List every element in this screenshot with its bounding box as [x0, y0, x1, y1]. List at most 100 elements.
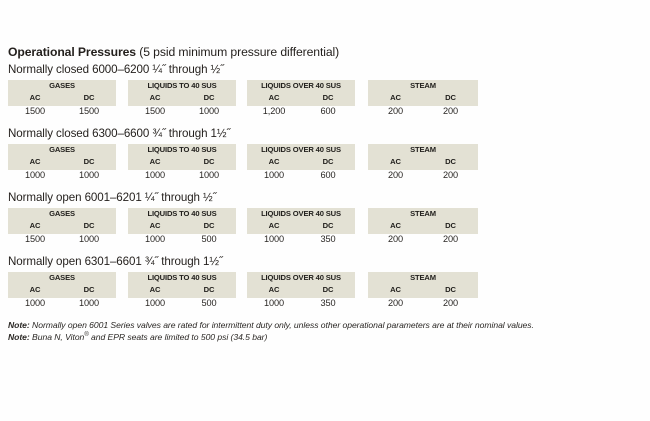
registered-trademark-symbol: ® — [84, 332, 89, 339]
value-group-liquids-over-40-sus: 1000 350 — [247, 298, 355, 313]
value-ac: 1000 — [24, 298, 46, 308]
value-group-liquids-to-40-sus: 1000 500 — [128, 298, 236, 313]
header-block-steam: STEAM AC DC — [368, 80, 478, 106]
section-heading: Normally closed 6000–6200 ¼˝ through ½˝ — [8, 63, 224, 76]
header-block-liquids-to-40-sus: LIQUIDS TO 40 SUS AC DC — [128, 144, 236, 170]
value-row: 1000 1000 1000 500 1000 350 200 200 — [8, 298, 642, 313]
page-title-main: Operational Pressures — [8, 45, 136, 59]
column-header-blocks: GASES AC DC LIQUIDS TO 40 SUS AC DC LIQU… — [8, 272, 642, 298]
header-dc-label: DC — [83, 221, 95, 230]
value-dc: 1500 — [78, 106, 100, 116]
header-block-gases: GASES AC DC — [8, 144, 116, 170]
header-block-title: LIQUIDS TO 40 SUS — [147, 273, 217, 282]
header-block-title: GASES — [49, 209, 75, 218]
value-dc: 500 — [201, 234, 217, 244]
value-ac: 200 — [387, 170, 404, 180]
value-ac: 1000 — [144, 170, 166, 180]
header-dc-label: DC — [322, 221, 334, 230]
header-dc-label: DC — [203, 285, 215, 294]
value-dc: 350 — [320, 298, 336, 308]
note-text-after: and EPR seats are limited to 500 psi (34… — [88, 332, 268, 342]
header-ac-label: AC — [268, 221, 280, 230]
value-ac: 1000 — [263, 234, 285, 244]
value-dc: 1000 — [78, 170, 100, 180]
pressure-section: Normally open 6301–6601 ¾˝ through 1½˝ G… — [8, 254, 642, 313]
page-title: Operational Pressures (5 psid minimum pr… — [8, 44, 642, 60]
header-block-liquids-to-40-sus: LIQUIDS TO 40 SUS AC DC — [128, 208, 236, 234]
value-group-liquids-over-40-sus: 1,200 600 — [247, 106, 355, 121]
value-group-steam: 200 200 — [368, 298, 478, 313]
value-group-liquids-to-40-sus: 1000 500 — [128, 234, 236, 249]
value-dc: 200 — [442, 170, 459, 180]
value-dc: 350 — [320, 234, 336, 244]
value-row: 1500 1500 1500 1000 1,200 600 200 200 — [8, 106, 642, 121]
page-title-subtitle: (5 psid minimum pressure differential) — [135, 45, 340, 59]
value-group-gases: 1000 1000 — [8, 170, 116, 185]
header-block-liquids-to-40-sus: LIQUIDS TO 40 SUS AC DC — [128, 80, 236, 106]
header-ac-label: AC — [149, 93, 161, 102]
header-block-gases: GASES AC DC — [8, 80, 116, 106]
header-dc-label: DC — [83, 285, 95, 294]
header-ac-label: AC — [29, 93, 41, 102]
document-content: Operational Pressures (5 psid minimum pr… — [8, 44, 642, 343]
value-row: 1000 1000 1000 1000 1000 600 200 200 — [8, 170, 642, 185]
header-dc-label: DC — [445, 157, 456, 166]
header-block-liquids-over-40-sus: LIQUIDS OVER 40 SUS AC DC — [247, 272, 355, 298]
header-ac-label: AC — [390, 157, 401, 166]
value-dc: 200 — [442, 106, 459, 116]
value-row: 1500 1000 1000 500 1000 350 200 200 — [8, 234, 642, 249]
value-group-liquids-to-40-sus: 1000 1000 — [128, 170, 236, 185]
header-ac-label: AC — [390, 93, 401, 102]
header-ac-label: AC — [149, 221, 161, 230]
note-text-before: Buna N, Viton — [29, 332, 85, 342]
header-dc-label: DC — [83, 93, 95, 102]
value-group-steam: 200 200 — [368, 106, 478, 121]
header-block-title: STEAM — [410, 209, 436, 218]
value-dc: 1000 — [78, 298, 100, 308]
header-dc-label: DC — [203, 93, 215, 102]
header-block-steam: STEAM AC DC — [368, 144, 478, 170]
header-ac-label: AC — [29, 221, 41, 230]
header-block-title: STEAM — [410, 81, 436, 90]
header-block-title: STEAM — [410, 145, 436, 154]
header-block-title: GASES — [49, 145, 75, 154]
value-ac: 1500 — [24, 106, 46, 116]
value-ac: 1000 — [263, 298, 285, 308]
header-block-title: LIQUIDS TO 40 SUS — [147, 145, 217, 154]
notes-block: Note: Normally open 6001 Series valves a… — [8, 319, 642, 343]
header-ac-label: AC — [29, 157, 41, 166]
header-dc-label: DC — [445, 93, 456, 102]
header-dc-label: DC — [203, 221, 215, 230]
header-dc-label: DC — [322, 93, 334, 102]
value-group-liquids-over-40-sus: 1000 600 — [247, 170, 355, 185]
header-ac-label: AC — [268, 93, 280, 102]
header-dc-label: DC — [83, 157, 95, 166]
header-ac-label: AC — [29, 285, 41, 294]
value-ac: 1000 — [144, 234, 166, 244]
value-dc: 200 — [442, 234, 459, 244]
header-dc-label: DC — [322, 285, 334, 294]
value-group-liquids-over-40-sus: 1000 350 — [247, 234, 355, 249]
header-block-gases: GASES AC DC — [8, 272, 116, 298]
header-ac-label: AC — [149, 157, 161, 166]
header-block-title: STEAM — [410, 273, 436, 282]
header-ac-label: AC — [390, 285, 401, 294]
note-label: Note: — [8, 332, 30, 342]
header-block-title: LIQUIDS OVER 40 SUS — [261, 145, 341, 154]
value-ac: 1500 — [24, 234, 46, 244]
section-heading: Normally open 6001–6201 ¼˝ through ½˝ — [8, 191, 217, 204]
note-seat-limits: Note: Buna N, Viton® and EPR seats are l… — [8, 331, 642, 343]
header-block-title: LIQUIDS OVER 40 SUS — [261, 273, 341, 282]
value-group-steam: 200 200 — [368, 170, 478, 185]
header-block-title: LIQUIDS TO 40 SUS — [147, 81, 217, 90]
header-ac-label: AC — [268, 157, 280, 166]
note-intermittent-duty: Note: Normally open 6001 Series valves a… — [8, 319, 642, 331]
value-dc: 600 — [320, 170, 336, 180]
value-group-liquids-to-40-sus: 1500 1000 — [128, 106, 236, 121]
header-block-title: GASES — [49, 273, 75, 282]
value-dc: 1000 — [198, 106, 220, 116]
header-block-liquids-to-40-sus: LIQUIDS TO 40 SUS AC DC — [128, 272, 236, 298]
header-dc-label: DC — [445, 285, 456, 294]
column-header-blocks: GASES AC DC LIQUIDS TO 40 SUS AC DC LIQU… — [8, 208, 642, 234]
